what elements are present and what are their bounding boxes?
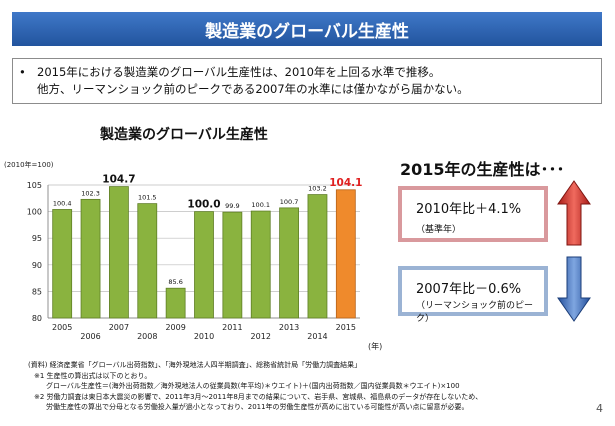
note-2-cont: 労働生産性の算出で分母となる労働投入量が過小となっており、2011年の労働生産性…: [46, 403, 469, 411]
bar-2007: [109, 186, 129, 319]
chart-title: 製造業のグローバル生産性: [100, 127, 268, 143]
summary-bullet: • 2015年における製造業のグローバル生産性は、2010年を上回る水準で推移。: [19, 64, 595, 81]
y-tick-label: 105: [27, 181, 42, 190]
comparison-2010-value: 2010年比＋4.1%: [416, 202, 522, 217]
summary-line-1: 2015年における製造業のグローバル生産性は、2010年を上回る水準で推移。: [37, 65, 441, 79]
bar-value-label-2011: 99.9: [225, 202, 239, 210]
summary-line-2: 他方、リーマンショック前のピークである2007年の水準には僅かながら届かない。: [37, 82, 469, 96]
bar-value-label-2005: 100.4: [53, 199, 72, 207]
comparison-box-2010: 2010年比＋4.1% （基準年）: [398, 186, 548, 242]
source-notes: (資料) 経済産業省「グローバル出荷指数」、「海外現地法人四半期調査」、総務省統…: [28, 360, 588, 413]
bar-value-label-2009: 85.6: [168, 278, 182, 286]
note-2: ※2 労働力調査は東日本大震災の影響で、2011年3月～2011年8月までの結果…: [34, 392, 483, 401]
y-tick-label: 95: [32, 234, 42, 243]
x-tick-label-2005: 2005: [52, 323, 72, 332]
x-tick-label-2013: 2013: [279, 323, 299, 332]
y-tick-label: 80: [32, 314, 42, 323]
comparison-headline: 2015年の生産性は･･･: [400, 160, 565, 179]
x-unit-label: (年): [368, 341, 382, 351]
bar-value-label-2007: 104.7: [102, 174, 135, 186]
bar-value-label-2006: 102.3: [81, 189, 100, 197]
bar-2008: [137, 203, 158, 319]
comparison-2010-note: （基準年）: [416, 225, 462, 235]
bar-2015: [335, 189, 356, 319]
x-tick-label-2008: 2008: [137, 332, 157, 341]
y-tick-label: 90: [32, 261, 42, 270]
y-tick-label: 100: [27, 208, 42, 217]
bar-value-label-2014: 103.2: [308, 185, 327, 193]
note-1: ※1 生産性の算出式は以下のとおり。: [34, 371, 152, 380]
summary-box: • 2015年における製造業のグローバル生産性は、2010年を上回る水準で推移。…: [12, 58, 602, 104]
x-tick-label-2012: 2012: [251, 332, 271, 341]
page-number: 4: [596, 402, 603, 415]
bar-value-label-2008: 101.5: [138, 194, 157, 202]
comparison-2007-note: （リーマンショック前のピーク）: [416, 301, 534, 324]
x-tick-label-2015: 2015: [336, 323, 356, 332]
bar-value-label-2015: 104.1: [329, 177, 362, 189]
bullet-dot: •: [19, 65, 26, 79]
bar-value-label-2010: 100.0: [187, 199, 220, 211]
x-tick-label-2009: 2009: [165, 323, 185, 332]
bar-2009: [165, 287, 186, 319]
x-tick-label-2011: 2011: [222, 323, 242, 332]
x-tick-label-2006: 2006: [80, 332, 100, 341]
comparison-box-2007: 2007年比－0.6% （リーマンショック前のピーク）: [398, 266, 548, 324]
x-tick-label-2014: 2014: [307, 332, 327, 341]
comparison-2007-value: 2007年比－0.6%: [416, 282, 522, 297]
down-arrow-icon: [557, 256, 591, 322]
bar-2012: [250, 210, 271, 319]
page-title: 製造業のグローバル生産性: [12, 12, 602, 46]
bar-2010: [194, 211, 214, 319]
bar-2011: [222, 211, 243, 319]
bar-value-label-2013: 100.7: [280, 198, 299, 206]
bar-2006: [80, 198, 101, 319]
bar-2014: [307, 194, 328, 319]
bar-value-label-2012: 100.1: [251, 201, 270, 209]
index-label: (2010年=100): [4, 160, 54, 169]
bar-2005: [52, 209, 73, 319]
note-1-formula: グローバル生産性＝(海外出荷指数／海外現地法人の従業員数(年平均)＊ウエイト)＋…: [46, 382, 460, 390]
x-tick-label-2007: 2007: [109, 323, 129, 332]
productivity-bar-chart: (2010年=100) 80 85 90 95 100 105 100.4 2005 102.3 2…: [4, 160, 382, 351]
y-tick-label: 85: [32, 287, 42, 296]
x-tick-label-2010: 2010: [194, 332, 214, 341]
bar-2013: [279, 207, 299, 319]
note-source: (資料) 経済産業省「グローバル出荷指数」、「海外現地法人四半期調査」、総務省統…: [28, 361, 362, 369]
up-arrow-icon: [557, 180, 591, 246]
